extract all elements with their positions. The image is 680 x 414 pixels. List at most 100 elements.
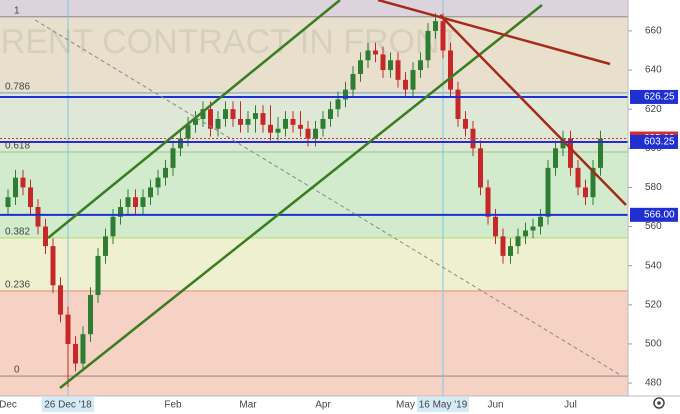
- fib-label: 1: [14, 5, 20, 16]
- fib-label: 0.786: [5, 82, 30, 93]
- candle-body: [440, 21, 446, 51]
- candle-body: [208, 109, 213, 129]
- candle-body: [500, 236, 506, 256]
- fib-label: 0.236: [5, 280, 30, 291]
- level-badge: [630, 207, 678, 222]
- candle-body: [5, 197, 11, 207]
- candle-body: [395, 60, 401, 80]
- candle-body: [28, 187, 33, 207]
- candle-body: [575, 167, 581, 188]
- candle-body: [253, 113, 258, 119]
- candle-body: [35, 207, 41, 227]
- candle-body: [590, 167, 596, 198]
- fib-band: [0, 152, 628, 238]
- candle-body: [358, 60, 363, 74]
- y-tick-label: 480: [645, 378, 662, 389]
- candle-body: [568, 138, 573, 168]
- labels: 1 0.786 0.618 0.382 0.236 0 480 500 520 540 560 580…: [0, 5, 678, 412]
- candle-body: [223, 109, 228, 119]
- channel-line: [59, 4, 543, 389]
- trend-line: [377, 0, 611, 66]
- candle-body: [110, 216, 116, 237]
- candle-body: [598, 138, 603, 168]
- x-tick-label: Mar: [239, 400, 257, 411]
- candle-body: [133, 197, 138, 207]
- candle-body: [283, 118, 288, 129]
- x-tick-label: May: [396, 400, 415, 411]
- candle-body: [215, 118, 221, 129]
- candle-body: [275, 128, 281, 133]
- candle-body: [433, 21, 438, 31]
- candle-body: [425, 30, 431, 61]
- candle-body: [193, 118, 198, 125]
- candle-body: [58, 285, 63, 315]
- candle-body: [418, 60, 423, 71]
- candle-body: [50, 246, 56, 286]
- level-label: 603.25: [644, 137, 675, 148]
- candle-body: [118, 207, 123, 217]
- candle-body: [478, 148, 483, 188]
- x-tick-label: Dec: [0, 400, 17, 411]
- settings-icon[interactable]: [653, 397, 665, 409]
- candle-body: [373, 50, 378, 55]
- candle-body: [245, 118, 251, 125]
- candle-body: [20, 177, 26, 188]
- candle-body: [305, 128, 311, 139]
- channel-line: [47, 0, 341, 239]
- y-tick-label: 540: [645, 260, 662, 271]
- candle-body: [463, 118, 468, 129]
- x-tick-label: 16 May '19: [419, 400, 468, 411]
- candle-body: [523, 230, 528, 237]
- level-badge: [630, 89, 678, 104]
- candle-body: [545, 167, 551, 217]
- candle-body: [200, 109, 206, 119]
- x-tick-label: Apr: [315, 400, 331, 411]
- candle-body: [410, 70, 416, 90]
- candle-body: [350, 73, 356, 90]
- date-badge: [417, 397, 469, 412]
- candle-body: [43, 226, 48, 247]
- y-tick-label: 520: [645, 299, 662, 310]
- candle-body: [335, 99, 341, 110]
- fib-label: 0.382: [5, 227, 30, 238]
- candle-body: [230, 109, 236, 119]
- fib-label: 0: [14, 365, 20, 376]
- y-tick-label: 660: [645, 26, 662, 37]
- candle-body: [583, 187, 588, 198]
- fib-band: [0, 376, 628, 396]
- candle-body: [515, 236, 521, 247]
- fib-label: 0.618: [5, 141, 30, 152]
- candle-body: [530, 226, 536, 231]
- candle-body: [268, 124, 273, 133]
- y-tick-label: 500: [645, 339, 662, 350]
- y-tick-label: 580: [645, 182, 662, 193]
- y-tick-label: 640: [645, 65, 662, 76]
- candle-body: [148, 187, 153, 198]
- level-label: 566.00: [644, 209, 675, 220]
- candle-body: [80, 334, 86, 364]
- candle-body: [95, 255, 101, 296]
- candle-body: [493, 216, 498, 237]
- candle-body: [538, 216, 543, 227]
- candle-body: [365, 50, 371, 61]
- candle-body: [185, 124, 191, 139]
- candle-body: [553, 148, 558, 168]
- watermark: BRENT CONTRACT IN FRONT: [0, 23, 460, 61]
- candle-body: [238, 118, 243, 125]
- candle-body: [448, 50, 453, 90]
- candle-body: [88, 295, 93, 335]
- x-tick-label: Jun: [487, 400, 503, 411]
- candle-body: [320, 118, 326, 129]
- level-label: 626.25: [644, 92, 675, 103]
- candle-body: [103, 236, 108, 256]
- candle-body: [388, 60, 393, 71]
- candle-body: [290, 118, 296, 125]
- candle-body: [260, 113, 266, 125]
- y-tick-label: 620: [645, 104, 662, 115]
- candle-body: [328, 109, 333, 119]
- fib-band: [0, 290, 628, 377]
- candle-body: [170, 148, 176, 168]
- candle-body: [73, 343, 78, 364]
- candle-body: [343, 89, 348, 100]
